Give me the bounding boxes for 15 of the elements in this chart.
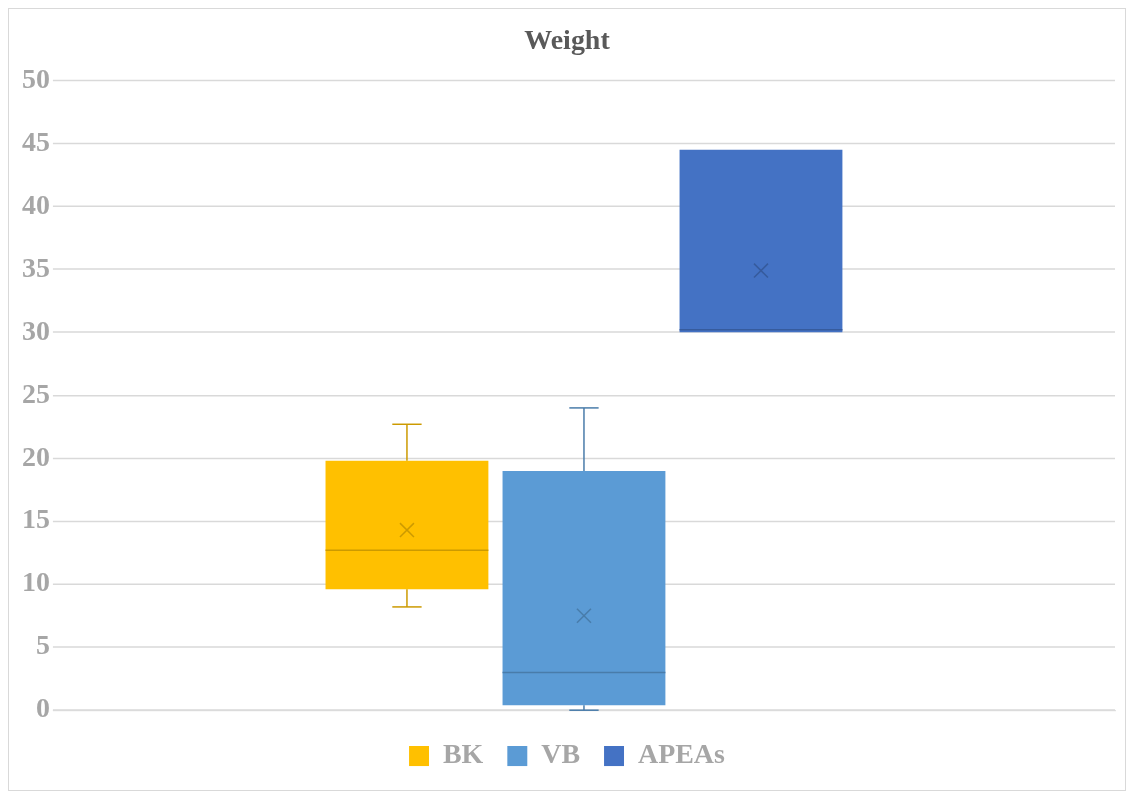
y-tick-label: 45 bbox=[21, 125, 50, 157]
legend-label: BK bbox=[442, 738, 484, 770]
y-tick-label: 50 bbox=[21, 62, 50, 94]
y-tick-label: 0 bbox=[35, 692, 50, 724]
y-tick-label: 10 bbox=[21, 566, 50, 598]
y-tick-label: 20 bbox=[21, 440, 50, 472]
y-tick-label: 5 bbox=[35, 629, 50, 661]
y-tick-label: 25 bbox=[21, 377, 50, 409]
chart-title: Weight bbox=[524, 23, 611, 55]
legend-label: APEAs bbox=[637, 738, 726, 770]
y-tick-label: 35 bbox=[21, 251, 50, 283]
legend-label: VB bbox=[541, 738, 581, 770]
y-tick-label: 15 bbox=[21, 503, 50, 535]
y-tick-label: 40 bbox=[21, 188, 50, 220]
y-tick-label: 30 bbox=[21, 314, 50, 346]
